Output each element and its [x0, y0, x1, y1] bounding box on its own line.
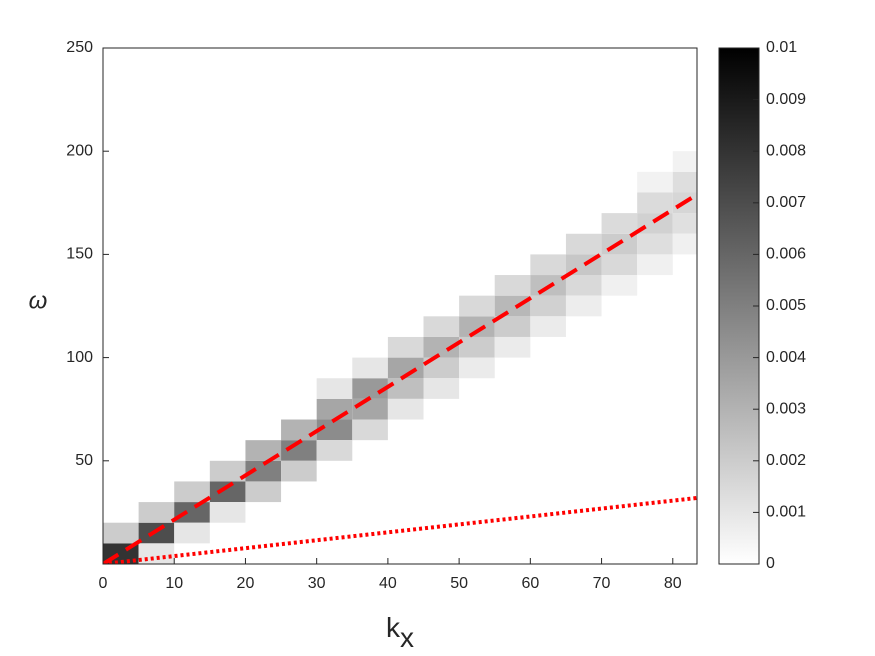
- colorbar-tick-label: 0.001: [766, 504, 806, 521]
- heatmap-cell: [494, 336, 531, 358]
- heatmap-cell: [174, 502, 210, 523]
- heatmap-cell: [103, 522, 139, 544]
- heatmap-cell: [423, 316, 460, 337]
- heatmap-cell: [459, 316, 495, 337]
- heatmap-cell: [423, 378, 460, 399]
- heatmap-cell: [281, 460, 317, 482]
- heatmap-cell: [352, 419, 388, 441]
- heatmap-cell: [459, 357, 495, 379]
- x-tick-label: 40: [379, 575, 397, 592]
- y-tick-label: 100: [66, 349, 93, 366]
- y-tick-label: 50: [75, 452, 93, 469]
- heatmap-cell: [459, 295, 495, 317]
- y-tick-label: 200: [66, 142, 93, 159]
- heatmap-cell: [565, 295, 602, 317]
- colorbar-tick-label: 0.003: [766, 400, 806, 417]
- heatmap-cell: [423, 357, 460, 379]
- heatmap-cell: [565, 233, 602, 255]
- colorbar-tick-label: 0.009: [766, 91, 806, 108]
- heatmap-cell: [352, 357, 388, 379]
- heatmap-cell: [637, 171, 673, 193]
- heatmap-cell: [387, 357, 424, 379]
- heatmap-cell: [316, 440, 353, 461]
- colorbar-tick-label: 0.007: [766, 194, 806, 211]
- heatmap-cell: [601, 275, 638, 296]
- heatmap-cell: [174, 481, 210, 503]
- heatmap-cell: [637, 254, 673, 276]
- x-tick-label: 80: [664, 575, 682, 592]
- heatmap-cell: [459, 336, 495, 358]
- heatmap-cell: [387, 378, 424, 399]
- y-tick-label: 250: [66, 39, 93, 56]
- x-axis-label-subscript: x: [400, 622, 414, 653]
- heatmap-cell: [601, 213, 638, 234]
- heatmap-cell: [281, 419, 317, 441]
- heatmap-cell: [281, 440, 317, 461]
- heatmap-cell: [565, 275, 602, 296]
- heatmap-cell: [601, 254, 638, 276]
- heatmap-cell: [530, 316, 566, 337]
- heatmap-cell: [316, 378, 353, 399]
- heatmap-cell: [672, 213, 697, 234]
- heatmap-cell: [138, 543, 175, 564]
- x-tick-label: 10: [165, 575, 183, 592]
- lines: [103, 192, 697, 564]
- x-axis-label-base: k: [386, 612, 401, 643]
- heatmap-cell: [387, 336, 424, 358]
- heatmap-cell: [387, 398, 424, 420]
- colorbar: [718, 47, 760, 565]
- heatmap-cell: [174, 522, 210, 544]
- colorbar-tick-label: 0: [766, 555, 775, 572]
- heatmap-cell: [494, 275, 531, 296]
- heatmap-cell: [316, 419, 353, 441]
- heatmap-cell: [245, 460, 282, 482]
- heatmap-cell: [245, 481, 282, 503]
- heatmap-cell: [672, 192, 697, 214]
- line-dashed: [103, 192, 697, 564]
- heatmap-cell: [637, 213, 673, 234]
- colorbar-tick-label: 0.005: [766, 297, 806, 314]
- heatmap-cell: [494, 316, 531, 337]
- heatmap-cell: [530, 254, 566, 276]
- heatmap-cell: [672, 151, 697, 172]
- x-tick-label: 30: [308, 575, 326, 592]
- line-dotted: [103, 495, 697, 564]
- x-tick-label: 50: [450, 575, 468, 592]
- heatmap-cell: [494, 295, 531, 317]
- heatmap-cell: [530, 295, 566, 317]
- heatmap-cell: [637, 192, 673, 214]
- x-axis-label: kx: [386, 612, 414, 653]
- heatmap-cell: [352, 398, 388, 420]
- colorbar-tick-label: 0.004: [766, 349, 806, 366]
- heatmap-cell: [209, 481, 246, 503]
- x-tick-label: 60: [521, 575, 539, 592]
- x-tick-label: 0: [99, 575, 108, 592]
- heatmap-cell: [138, 502, 175, 523]
- colorbar-tick-label: 0.01: [766, 39, 797, 56]
- colorbar-tick-label: 0.006: [766, 246, 806, 263]
- y-axis-label: ω: [29, 287, 48, 314]
- heatmap-cell: [209, 460, 246, 482]
- heatmap-cell: [637, 233, 673, 255]
- plot-frame: [102, 47, 698, 565]
- heatmap-cell: [672, 171, 697, 193]
- colorbar-tick-label: 0.002: [766, 452, 806, 469]
- x-tick-label: 70: [593, 575, 611, 592]
- colorbar-tick-label: 0.008: [766, 142, 806, 159]
- heatmap: [103, 151, 697, 564]
- y-tick-label: 150: [66, 246, 93, 263]
- x-tick-label: 20: [237, 575, 255, 592]
- heatmap-cell: [316, 398, 353, 420]
- heatmap-cell: [245, 440, 282, 461]
- heatmap-cell: [209, 502, 246, 523]
- heatmap-cell: [672, 233, 697, 255]
- heatmap-cell: [423, 336, 460, 358]
